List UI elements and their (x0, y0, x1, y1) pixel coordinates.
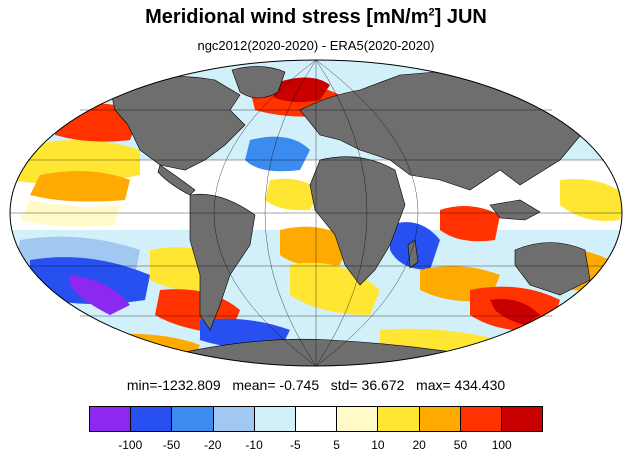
stress-patch (30, 171, 130, 202)
colorbar-tick-label: 50 (453, 438, 468, 452)
colorbar-box (253, 406, 296, 432)
colorbar-box (500, 406, 544, 432)
stress-patch (10, 140, 140, 184)
graticule (10, 59, 622, 367)
stress-patch (270, 77, 330, 103)
stress-patch (10, 318, 100, 351)
stress-patch (280, 226, 350, 267)
land (109, 66, 591, 366)
colorbar-tick-label: 100 (491, 438, 512, 452)
south-america (189, 193, 256, 331)
stress-patch (245, 136, 310, 172)
colorbar-box (130, 406, 173, 432)
stats-line: min=-1232.809 mean= -0.745 std= 36.672 m… (126, 377, 506, 393)
colorbar-box (294, 406, 338, 432)
colorbar-tick-label: -50 (162, 438, 181, 452)
stress-patch (265, 178, 320, 211)
stress-patch (440, 206, 500, 242)
colorbar-tick-label: -20 (204, 438, 222, 452)
stress-patch (560, 179, 622, 221)
colorbar-box (171, 406, 214, 432)
colorbar-labels: -100 -50 -20 -10 -5 5 10 20 50 100 (89, 438, 543, 456)
mollweide-map (9, 59, 623, 367)
colorbar-box (418, 406, 461, 432)
colorbar-tick-label: 10 (371, 438, 385, 452)
colorbar-tick-label: -5 (290, 438, 301, 452)
stress-patch (490, 299, 540, 325)
map-title: Meridional wind stress [mN/m2] JUN (145, 6, 487, 28)
map-subtitle: ngc2012(2020-2020) - ERA5(2020-2020) (197, 38, 435, 53)
colorbar-box (212, 406, 255, 432)
colorbar-tick-label: -10 (245, 438, 263, 452)
colorbar (89, 406, 544, 432)
stress-patch (70, 275, 130, 315)
colorbar-box (336, 406, 379, 432)
colorbar-box (459, 406, 502, 432)
africa (309, 156, 406, 286)
colorbar-tick-label: 20 (412, 438, 426, 452)
maritime-continent (489, 199, 541, 221)
colorbar-tick-label: -100 (118, 438, 143, 452)
colorbar-tick-label: 5 (333, 438, 340, 452)
australia (514, 242, 591, 296)
map-border (9, 59, 623, 367)
colorbar-box (89, 406, 132, 432)
colorbar-box (377, 406, 420, 432)
madagascar (407, 239, 419, 269)
stress-patch (20, 200, 120, 227)
